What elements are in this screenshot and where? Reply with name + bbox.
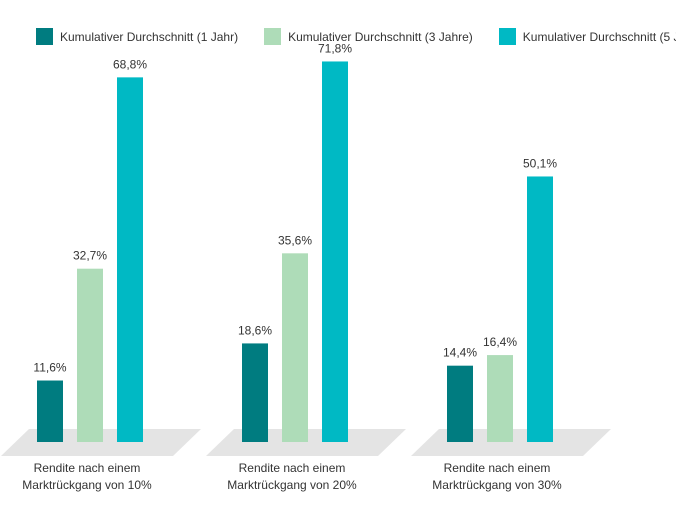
category-label-3-line-1: Rendite nach einem	[444, 461, 551, 475]
bar-group-2-series-3	[322, 61, 348, 443]
bar-value-label-group-1-series-1: 11,6%	[33, 361, 66, 375]
bar-value-label-group-3-series-2: 16,4%	[483, 335, 517, 349]
bar-group-2-series-2	[282, 253, 308, 442]
category-label-3-line-2: Marktrückgang von 30%	[432, 478, 562, 492]
bar-value-label-group-3-series-3: 50,1%	[523, 156, 557, 170]
bar-group-3-series-2	[487, 355, 513, 442]
bar-value-label-group-1-series-2: 32,7%	[73, 249, 107, 263]
bar-group-2-series-1	[242, 343, 268, 442]
bar-group-3-series-1	[447, 365, 473, 442]
legend-swatch-5-jahre	[498, 28, 516, 45]
bar-value-label-group-3-series-1: 14,4%	[443, 346, 477, 360]
legend-label-3-jahre: Kumulativer Durchschnitt (3 Jahre)	[288, 29, 473, 44]
category-label-2-line-1: Rendite nach einem	[239, 461, 346, 475]
legend-swatch-3-jahre	[264, 28, 282, 45]
bar-group-1-series-1	[37, 380, 63, 442]
category-label-2-line-2: Marktrückgang von 20%	[227, 478, 357, 492]
legend-item-3-jahre: Kumulativer Durchschnitt (3 Jahre)	[264, 28, 473, 45]
bar-value-label-group-2-series-3: 71,8%	[318, 41, 352, 55]
bar-value-label-group-2-series-1: 18,6%	[238, 323, 272, 337]
category-label-1-line-2: Marktrückgang von 10%	[22, 478, 152, 492]
chart-legend: Kumulativer Durchschnitt (1 Jahr) Kumula…	[36, 28, 676, 45]
legend-swatch-1-jahr	[36, 28, 53, 45]
legend-item-1-jahr: Kumulativer Durchschnitt (1 Jahr)	[36, 28, 238, 45]
bar-group-3-series-3	[527, 176, 553, 442]
bar-group-1-series-2	[77, 268, 103, 442]
bar-value-label-group-1-series-3: 68,8%	[113, 57, 147, 71]
bar-group-1-series-3	[117, 77, 143, 443]
legend-label-1-jahr: Kumulativer Durchschnitt (1 Jahr)	[60, 29, 239, 44]
legend-label-5-jahre: Kumulativer Durchschnitt (5 Jahre)	[522, 29, 676, 44]
category-label-1-line-1: Rendite nach einem	[34, 461, 141, 475]
bar-value-label-group-2-series-2: 35,6%	[278, 233, 312, 247]
legend-item-5-jahre: Kumulativer Durchschnitt (5 Jahre)	[498, 28, 676, 45]
